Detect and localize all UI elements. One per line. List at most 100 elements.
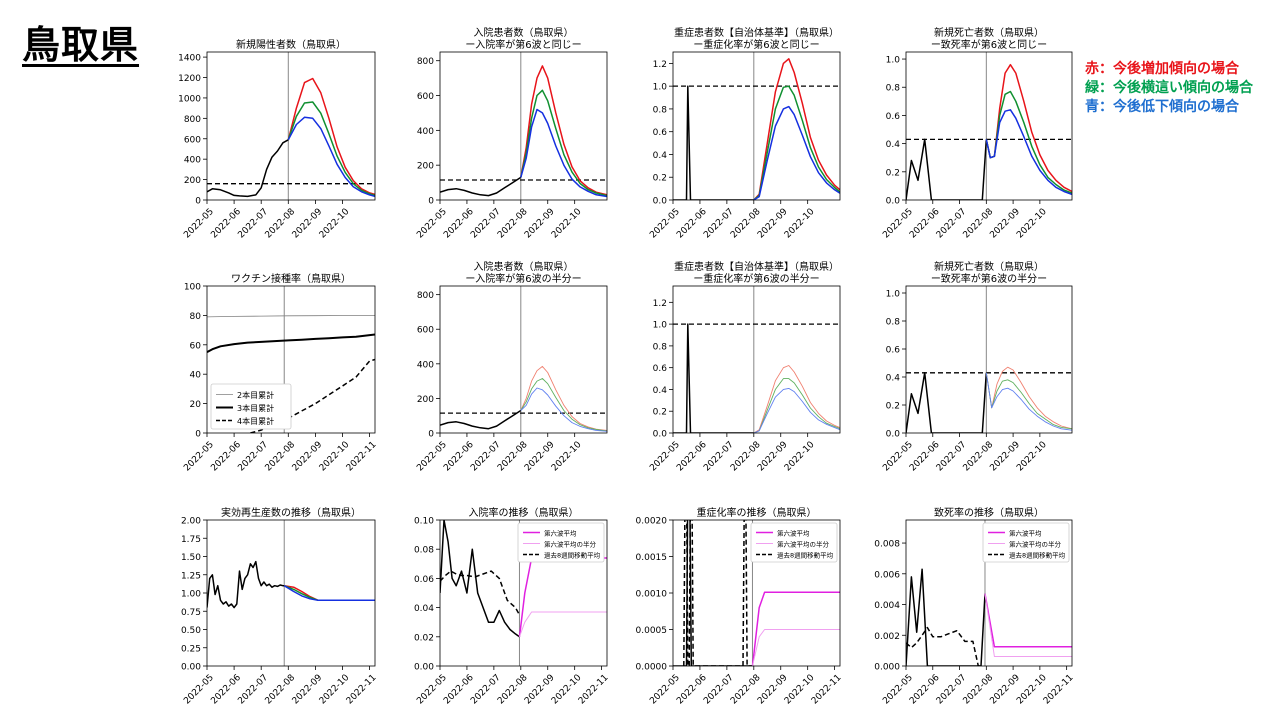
y-tick-label: 0.0000 xyxy=(636,663,668,673)
plot-area xyxy=(207,52,375,200)
series-line-2 xyxy=(683,520,753,666)
chart-title: 重症化率の推移（鳥取県） xyxy=(697,506,817,519)
chart-title: ー重症化率が第6波の半分ー xyxy=(693,272,819,285)
y-tick-label: 0.2 xyxy=(653,408,667,418)
series-line-3 xyxy=(520,378,607,432)
series-line-1 xyxy=(207,139,289,198)
axes-frame xyxy=(905,51,1073,201)
series-line-1 xyxy=(906,138,988,200)
y-tick-label: 0.0 xyxy=(653,430,668,440)
series-line-1 xyxy=(906,568,986,666)
legend-label: 3本目累計 xyxy=(237,403,274,413)
y-tick-label: 0.0005 xyxy=(636,626,668,636)
y-tick-label: 1400 xyxy=(178,54,201,64)
series-line-2 xyxy=(753,365,840,433)
chart-panel-9: 実効再生産数の推移（鳥取県） 0.00 0.25 0.50 0.75 1.00 1.25 1.… xyxy=(181,506,379,707)
y-tick-label: 1200 xyxy=(178,74,201,84)
axes-frame xyxy=(439,519,608,667)
series-line-2 xyxy=(520,365,607,431)
chart-title: 致死率の推移（鳥取県） xyxy=(934,506,1044,519)
legend-label: 第六波平均 xyxy=(1009,528,1042,537)
chart-title: ー入院率が第6波の半分ー xyxy=(465,272,581,285)
series-line-2 xyxy=(287,77,375,196)
series-line-1 xyxy=(207,314,375,318)
y-tick-label: 0.0015 xyxy=(636,553,668,563)
y-tick-label: 0.00 xyxy=(181,663,201,673)
chart-panel-8: 新規死亡者数（鳥取県）ー致死率が第6波の半分ー 0.0 0.2 0.4 0.6 0.8 1.… xyxy=(881,260,1073,474)
y-tick-label: 1.75 xyxy=(181,535,201,545)
plot-area xyxy=(440,286,607,433)
chart-legend: 2本目累計 3本目累計 4本目累計 xyxy=(210,383,292,430)
chart-panel-7: 重症患者数【自治体基準】（鳥取県）ー重症化率が第6波の半分ー 0.0 0.2 0.4 0… xyxy=(648,260,841,474)
series-line-2 xyxy=(207,333,375,353)
chart-title: ワクチン接種率（鳥取県） xyxy=(231,272,351,285)
chart-title: 新規死亡者数（鳥取県） xyxy=(934,26,1044,39)
axes-frame xyxy=(672,519,841,667)
y-tick-label: 20 xyxy=(190,400,202,410)
chart-panel-11: 重症化率の推移（鳥取県） 0.0000 0.0005 0.0010 0.0015 0.00… xyxy=(636,506,844,707)
legend-note-green: 緑：今後横這い傾向の場合 xyxy=(1085,80,1253,96)
series-line-2 xyxy=(520,65,607,196)
x-tick-label: 2022-10 xyxy=(550,440,584,474)
y-tick-label: 0.0 xyxy=(886,197,901,207)
series-line-2 xyxy=(906,626,981,666)
series-line-4 xyxy=(985,372,1072,431)
chart-title: 重症患者数【自治体基準】（鳥取県） xyxy=(674,26,839,39)
chart-panel-10: 入院率の推移（鳥取県） 0.00 0.02 0.04 0.06 0.08 0.10 2022-… xyxy=(414,506,611,707)
x-tick-label: 2022-11 xyxy=(345,440,379,474)
color-legend-note: 赤：今後増加傾向の場合 緑：今後横這い傾向の場合 青：今後低下傾向の場合 xyxy=(1085,60,1253,117)
y-tick-label: 0.8 xyxy=(886,318,901,328)
y-tick-label: 60 xyxy=(190,341,202,351)
legend-label: 第六波平均 xyxy=(777,528,810,537)
chart-panel-5: ワクチン接種率（鳥取県）0204060801002022-052022-0620… xyxy=(182,272,378,474)
y-tick-label: 40 xyxy=(190,371,202,381)
x-tick-label: 2022-11 xyxy=(1042,673,1076,707)
y-tick-label: 100 xyxy=(184,283,201,293)
chart-title: ー致死率が第6波の半分ー xyxy=(931,272,1047,285)
series-line-1 xyxy=(440,176,522,197)
y-tick-label: 0.4 xyxy=(653,151,668,161)
series-line-3 xyxy=(753,85,840,200)
y-tick-label: 0.0020 xyxy=(636,517,668,527)
x-tick-label: 2022-10 xyxy=(550,207,584,241)
series-line-1 xyxy=(673,85,754,200)
y-tick-label: 0.2 xyxy=(653,174,667,184)
legend-label: 第六波平均の半分 xyxy=(777,539,830,548)
y-tick-label: 1.2 xyxy=(653,60,667,70)
y-tick-label: 0.6 xyxy=(653,364,668,374)
y-tick-label: 0.04 xyxy=(414,604,434,614)
series-line-2 xyxy=(985,366,1072,430)
series-line-4 xyxy=(519,611,607,637)
y-tick-label: 0 xyxy=(195,430,201,440)
series-line-4 xyxy=(753,105,840,200)
x-tick-label: 2022-10 xyxy=(318,207,352,241)
axes-frame xyxy=(206,519,376,667)
chart-title: ー致死率が第6波と同じー xyxy=(931,38,1047,51)
series-line-4 xyxy=(752,629,840,666)
series-line-2 xyxy=(753,58,840,200)
y-tick-label: 0.008 xyxy=(874,540,900,550)
y-tick-label: 1.25 xyxy=(181,571,201,581)
chart-panel-6: 入院患者数（鳥取県）ー入院率が第6波の半分ー 0 200 400 600 800 2022-… xyxy=(415,260,608,474)
y-tick-label: 1.0 xyxy=(653,321,668,331)
legend-label: 2本目累計 xyxy=(237,390,274,400)
plot-area xyxy=(906,286,1072,433)
y-tick-label: 1.2 xyxy=(653,299,667,309)
series-line-4 xyxy=(287,116,375,198)
x-tick-label: 2022-10 xyxy=(783,440,817,474)
y-tick-label: 400 xyxy=(417,360,434,370)
y-tick-label: 0 xyxy=(195,197,201,207)
x-tick-label: 2022-10 xyxy=(1015,440,1049,474)
plot-area xyxy=(906,52,1072,200)
y-tick-label: 0.0 xyxy=(653,197,668,207)
x-tick-label: 2022-11 xyxy=(345,673,379,707)
legend-label: 第六波平均 xyxy=(544,528,577,537)
y-tick-label: 0.08 xyxy=(414,546,434,556)
plot-area xyxy=(207,520,375,666)
y-tick-label: 1.50 xyxy=(181,553,201,563)
y-tick-label: 800 xyxy=(184,115,201,125)
plot-area xyxy=(673,286,840,433)
y-tick-label: 400 xyxy=(417,127,434,137)
